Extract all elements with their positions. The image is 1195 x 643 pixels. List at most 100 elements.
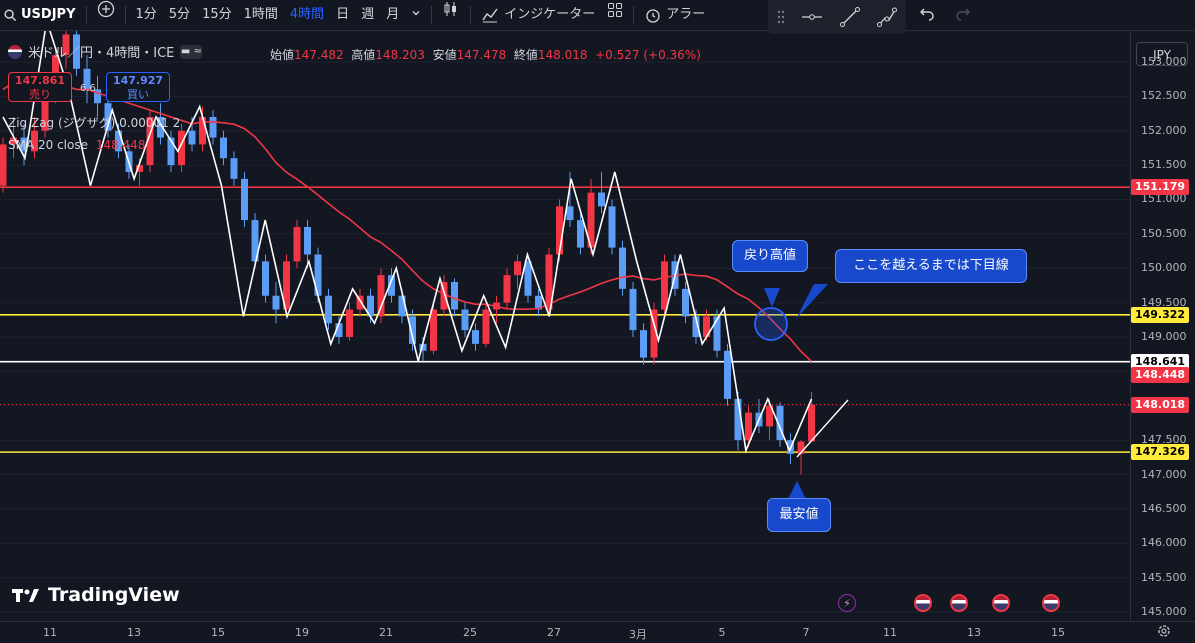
callout-recovery-high: 戻り高値 (732, 240, 808, 272)
drawing-floating-toolbar (768, 0, 906, 34)
trend-line-tool-icon[interactable] (839, 6, 861, 28)
time-tick-label: 27 (547, 626, 561, 639)
indicators-icon (482, 8, 498, 23)
candle-body (0, 144, 7, 186)
time-tick-label: 15 (211, 626, 225, 639)
grid-lines (0, 61, 1130, 613)
timeframe-15m[interactable]: 15分 (202, 7, 232, 22)
brand-name: TradingView (48, 584, 180, 606)
candle-body (524, 261, 532, 296)
candle-body (41, 96, 49, 131)
price-tick-label: 153.000 (1141, 54, 1187, 68)
candles-icon (444, 2, 457, 16)
candle-body (10, 137, 17, 145)
open-value: 147.482 (294, 48, 344, 62)
alert-button[interactable]: アラー (638, 0, 711, 30)
buy-button[interactable]: 147.927 買い (106, 72, 170, 102)
currency-button[interactable]: JPY (1136, 42, 1188, 66)
lightning-event-icon[interactable]: ⚡ (838, 594, 856, 612)
trend-drawing[interactable] (796, 399, 849, 458)
us-event-flag-icon[interactable] (914, 594, 932, 612)
timeframe-dropdown[interactable] (405, 0, 427, 30)
callout-downtrend-note: ここを越えるまでは下目線 (835, 249, 1027, 283)
timeframe-1mo[interactable]: 月 (386, 7, 400, 22)
candle-body (545, 254, 553, 310)
candle-body (157, 116, 164, 138)
time-tick-label: 19 (295, 626, 309, 639)
chart-type-button[interactable] (436, 0, 466, 30)
candle-body (73, 34, 80, 69)
candle-body (377, 275, 385, 317)
high-label: 高値 (351, 48, 376, 62)
tradingview-logo: TradingView (12, 584, 180, 606)
callout-pointer-lowest (788, 481, 806, 499)
time-tick-label: 3月 (629, 628, 647, 641)
candle-body (104, 103, 112, 131)
time-tick-label: 7 (802, 626, 810, 639)
sma-label: SMA 20 close (8, 138, 88, 152)
candle-body (188, 130, 196, 145)
timeframe-5m[interactable]: 5分 (168, 7, 191, 22)
redo-icon (956, 8, 970, 21)
us-event-flag-icon[interactable] (992, 594, 1010, 612)
time-tick-label: 11 (43, 626, 57, 639)
timeframe-1d[interactable]: 日 (336, 7, 350, 22)
candle-body (482, 309, 490, 344)
timeframe-4h[interactable]: 4時間 (289, 7, 325, 22)
price-chart[interactable] (0, 31, 1130, 621)
candle-body (430, 309, 437, 351)
timeframe-1m[interactable]: 1分 (135, 7, 157, 22)
path-tool-icon[interactable] (876, 6, 898, 28)
candle-body (115, 130, 122, 152)
price-tick-label: 147.500 (1141, 433, 1187, 447)
candle-body (640, 330, 647, 358)
timeframe-1w[interactable]: 週 (361, 7, 375, 22)
indicators-label: インジケーター (504, 7, 596, 22)
time-tick-label: 13 (127, 626, 141, 639)
price-tick-label: 150.000 (1141, 261, 1187, 275)
chevron-down-icon (412, 11, 420, 16)
time-tick-label: 25 (463, 626, 477, 639)
time-tick-label: 13 (967, 626, 981, 639)
candle-body (272, 295, 280, 310)
us-event-flag-icon[interactable] (1042, 594, 1060, 612)
recovery-high-marker (754, 307, 788, 341)
undo-button[interactable] (912, 2, 942, 32)
us-event-flag-icon[interactable] (950, 594, 968, 612)
price-tick-label: 149.500 (1141, 295, 1187, 309)
market-status-icon: ▬ ≈ (180, 44, 203, 59)
sma-indicator-legend[interactable]: SMA 20 close 148.448 (8, 138, 145, 152)
symbol-label: USDJPY (21, 7, 76, 22)
settings-button[interactable] (1156, 623, 1172, 643)
level-price-tag: 151.179 (1131, 179, 1189, 196)
symbol-search-button[interactable]: USDJPY (0, 0, 82, 30)
candle-body (325, 295, 332, 324)
candle-body (356, 295, 364, 310)
candle-body (461, 309, 469, 331)
candle-body (367, 295, 374, 317)
top-toolbar: USDJPY 1分 5分 15分 1時間 4時間 日 週 月 インジケーター ア… (0, 0, 1195, 31)
timeframe-1h[interactable]: 1時間 (243, 7, 278, 22)
indicators-button[interactable]: インジケーター (475, 0, 601, 30)
divider (633, 6, 635, 24)
buy-label: 買い (127, 88, 149, 101)
candle-body (209, 116, 217, 138)
layouts-button[interactable] (601, 0, 629, 30)
redo-button[interactable] (948, 2, 978, 32)
low-label: 安値 (432, 48, 457, 62)
candle-body (503, 275, 511, 303)
time-axis[interactable]: 11 13 15 19 21 25 27 3月 5 7 11 13 15 (0, 621, 1195, 643)
compare-button[interactable] (91, 0, 121, 30)
open-label: 始値 (270, 48, 295, 62)
sell-price: 147.861 (14, 74, 66, 87)
candle-body (314, 254, 322, 296)
alarm-clock-icon (646, 9, 660, 23)
level-price-tag: 149.322 (1131, 306, 1189, 323)
drag-handle-icon[interactable] (776, 9, 786, 25)
candle-body (472, 330, 479, 344)
gear-icon (1158, 625, 1170, 637)
price-axis[interactable]: 145.000 145.500 146.000 146.500 147.000 147.5… (1130, 31, 1195, 621)
horizontal-line-tool-icon[interactable] (801, 9, 823, 25)
sell-button[interactable]: 147.861 売り (8, 72, 72, 102)
zigzag-indicator-label[interactable]: Zig Zag (ジグザグ) 0.00001 2 (8, 116, 181, 130)
